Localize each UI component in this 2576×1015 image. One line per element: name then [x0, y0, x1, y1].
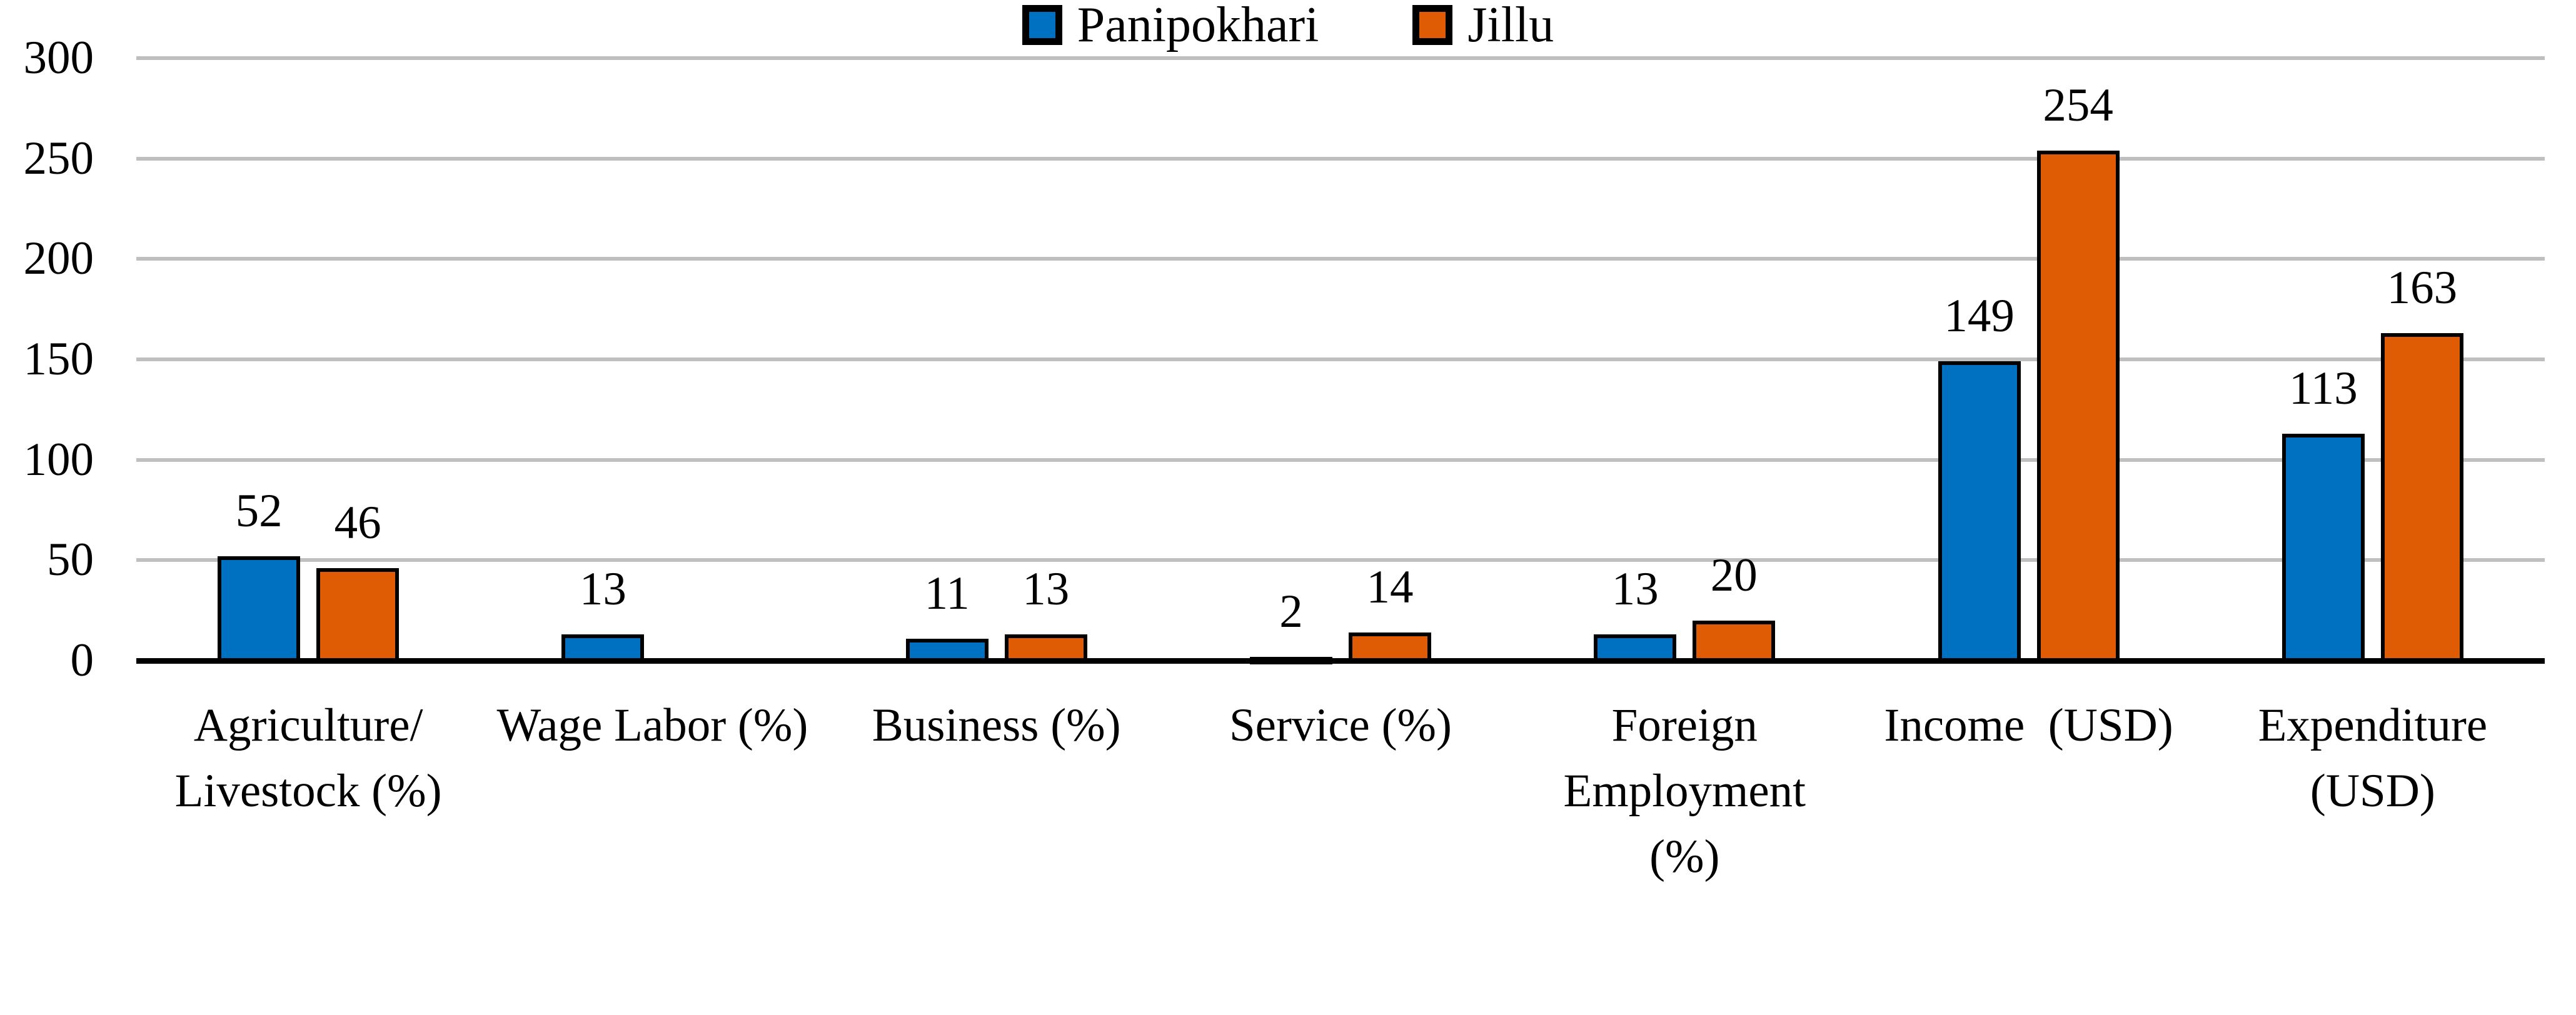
value-label-panipokhari-service: 2	[1279, 585, 1303, 638]
legend-label-jillu: Jillu	[1467, 0, 1554, 52]
value-label-panipokhari-foreign: 13	[1611, 563, 1659, 616]
bar-jillu-agriculture	[316, 568, 400, 663]
value-label-jillu-income-usd: 254	[2043, 79, 2113, 131]
legend-item-panipokhari: Panipokhari	[1022, 0, 1319, 50]
bar-jillu-income-usd	[2036, 150, 2120, 663]
category-label-wage-labor: Wage Labor (%)	[496, 699, 808, 751]
bar-jillu-foreign	[1693, 620, 1776, 663]
value-label-jillu-business: 13	[1022, 563, 1070, 616]
value-label-panipokhari-income-usd: 149	[1944, 290, 2015, 342]
y-tick-label-200: 200	[23, 232, 94, 285]
category-label-business: Business (%)	[872, 699, 1121, 751]
y-tick-label-0: 0	[70, 634, 94, 686]
value-label-panipokhari-agriculture: 52	[235, 484, 283, 537]
gridline-50	[136, 558, 2545, 562]
x-axis-line	[136, 658, 2545, 664]
chart-legend: Panipokhari Jillu	[0, 0, 2576, 50]
category-label-agriculture: Agriculture/ Livestock (%)	[174, 699, 442, 817]
legend-item-jillu: Jillu	[1412, 0, 1554, 50]
legend-swatch-jillu	[1412, 5, 1453, 45]
value-label-jillu-agriculture: 46	[334, 497, 381, 549]
value-label-jillu-service: 14	[1366, 561, 1414, 614]
gridline-100	[136, 458, 2545, 462]
gridline-150	[136, 358, 2545, 361]
gridline-250	[136, 156, 2545, 161]
value-label-panipokhari-expenditure: 113	[2288, 362, 2358, 414]
value-label-jillu-foreign: 20	[1710, 549, 1758, 601]
bar-panipokhari-expenditure	[2282, 433, 2365, 663]
y-tick-label-150: 150	[23, 333, 94, 385]
category-label-foreign: Foreign Employment (%)	[1563, 699, 1806, 882]
gridline-200	[136, 257, 2545, 261]
gridline-300	[136, 56, 2545, 60]
bar-panipokhari-agriculture	[218, 556, 301, 663]
y-tick-label-250: 250	[23, 132, 94, 184]
value-label-panipokhari-business: 11	[924, 567, 970, 619]
legend-swatch-panipokhari	[1022, 5, 1062, 45]
value-label-jillu-expenditure: 163	[2387, 262, 2458, 314]
value-label-panipokhari-wage-labor: 13	[579, 563, 626, 616]
y-tick-label-100: 100	[23, 433, 94, 486]
bar-panipokhari-income-usd	[1938, 361, 2021, 663]
category-label-service: Service (%)	[1229, 699, 1452, 751]
category-label-income-usd: Income (USD)	[1884, 699, 2173, 751]
y-tick-label-50: 50	[47, 534, 94, 586]
bar-jillu-expenditure	[2380, 333, 2463, 663]
legend-label-panipokhari: Panipokhari	[1077, 0, 1319, 52]
category-label-expenditure: Expenditure (USD)	[2258, 699, 2488, 817]
y-tick-label-300: 300	[23, 32, 94, 84]
